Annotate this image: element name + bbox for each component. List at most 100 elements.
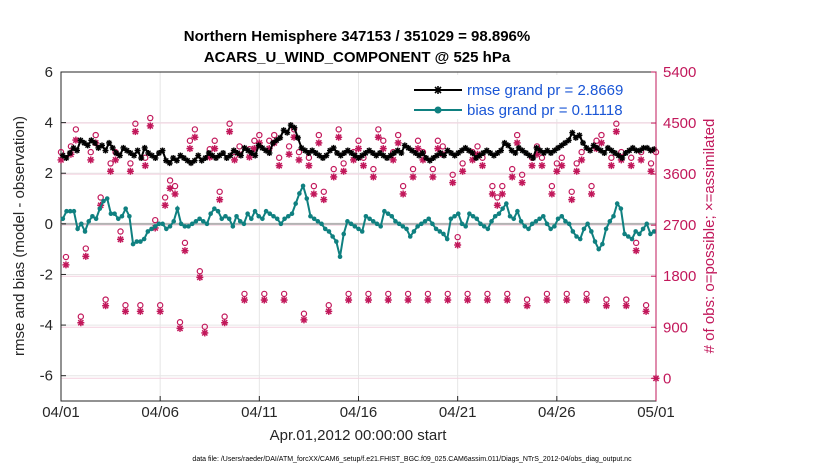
rmse-point-9 [91,139,98,146]
rmse-point-8 [88,137,95,144]
obs-assimilated-point-85 [478,162,486,170]
rmse-point-37 [191,157,198,164]
rmse-point-150 [594,144,601,151]
obs-possible-point-41 [261,290,268,298]
rmse-point-43 [213,155,219,161]
bias-point-50 [245,211,250,217]
obs-assimilated-point-26 [186,145,194,153]
rmse-point-90 [380,152,387,159]
obs-assimilated-point-102 [563,296,571,304]
obs-possible-point-86 [484,290,491,298]
bias-point-44 [223,213,228,219]
bias-point-14 [112,211,117,217]
obs-assimilated-point-58 [345,296,353,304]
bias-point-57 [271,213,276,219]
obs-assimilated-point-54 [325,307,333,315]
obs-possible-point-32 [216,188,223,195]
obs-assimilated-point-97 [538,162,546,170]
bias-point-67 [308,213,313,219]
legend: rmse grand pr = 2.8669 bias grand pr = 0… [410,75,654,119]
obs-assimilated-point-98 [543,296,551,304]
chart-title-line-2: ACARS_U_WIND_COMPONENT @ 525 hPa [204,49,511,66]
bias-point-100 [430,221,435,227]
rmse-point-22 [138,155,145,161]
obs-assimilated-point-117 [637,156,645,164]
bias-point-105 [448,216,454,222]
y-right-tick-label-5: 4500 [663,115,696,132]
obs-assimilated-point-25 [181,247,189,255]
rmse-point-66 [294,134,301,141]
obs-assimilated-point-10 [107,167,115,175]
bias-point-139 [574,234,579,239]
bias-point-45 [226,216,232,222]
obs-assimilated-point-23 [171,190,179,198]
obs-assimilated-point-14 [126,167,134,175]
obs-possible-point-19 [152,216,159,224]
bias-point-19 [130,241,136,247]
rmse-point-31 [170,155,177,161]
rmse-point-75 [327,147,333,154]
obs-assimilated-point-112 [612,128,620,136]
obs-assimilated-point-115 [627,162,635,170]
obs-assimilated-point-60 [355,145,362,153]
bias-point-117 [492,213,498,219]
obs-possible-point-104 [573,160,580,167]
bias-point-54 [260,216,265,222]
rmse-point-141 [562,139,569,146]
rmse-point-144 [572,134,579,141]
rmse-point-32 [173,157,180,164]
obs-assimilated-point-49 [300,316,308,324]
rmse-point-7 [84,142,91,149]
obs-possible-point-21 [161,194,169,201]
obs-assimilated-point-27 [191,133,199,141]
obs-possible-point-25 [181,239,189,247]
bias-point-21 [138,239,143,244]
obs-assimilated-point-88 [493,201,501,209]
obs-assimilated-point-28 [196,273,204,281]
obs-assimilated-point-76 [434,145,442,153]
rmse-point-44 [216,152,223,159]
rmse-point-26 [152,155,159,161]
obs-possible-point-34 [226,120,233,127]
bias-point-88 [385,211,391,217]
rmse-point-50 [237,152,244,159]
rmse-point-164 [644,144,651,151]
bias-point-33 [182,224,188,229]
obs-assimilated-point-87 [488,190,496,198]
rmse-point-143 [569,129,576,136]
bias-point-6 [82,229,88,234]
bias-point-79 [352,224,358,229]
bias-point-72 [326,229,332,234]
obs-assimilated-point-116 [632,247,640,255]
rmse-point-11 [99,142,105,149]
obs-assimilated-point-71 [409,173,417,181]
obs-possible-point-8 [97,194,104,201]
rmse-point-98 [408,147,415,154]
rmse-point-102 [423,155,430,161]
y-left-axis-ticks: -6 -4 -2 0 2 4 6 [40,64,66,385]
obs-possible-point-69 [399,182,407,190]
rmse-point-21 [134,147,141,154]
rmse-point-46 [223,155,230,161]
rmse-point-74 [323,152,330,159]
obs-assimilated-point-50 [305,162,313,170]
bias-point-59 [278,221,284,227]
obs-possible-point-62 [365,290,372,298]
obs-possible-point-51 [310,182,318,190]
obs-assimilated-point-93 [518,179,526,187]
rmse-point-28 [159,147,166,154]
rmse-point-130 [523,150,529,156]
obs-possible-point-119 [647,160,655,167]
bias-point-107 [455,211,461,217]
rmse-point-78 [337,152,344,159]
bias-point-80 [356,226,361,232]
rmse-point-57 [262,147,269,154]
chart-title-line-1: Northern Hemisphere 347153 / 351029 = 98… [184,28,530,45]
obs-assimilated-point-92 [513,139,521,147]
obs-assimilated-point-62 [364,296,372,304]
rmse-point-92 [387,152,394,159]
bias-point-113 [478,221,483,227]
obs-assimilated-point-29 [201,329,209,337]
obs-assimilated-point-106 [583,296,591,304]
bias-point-35 [189,221,195,227]
